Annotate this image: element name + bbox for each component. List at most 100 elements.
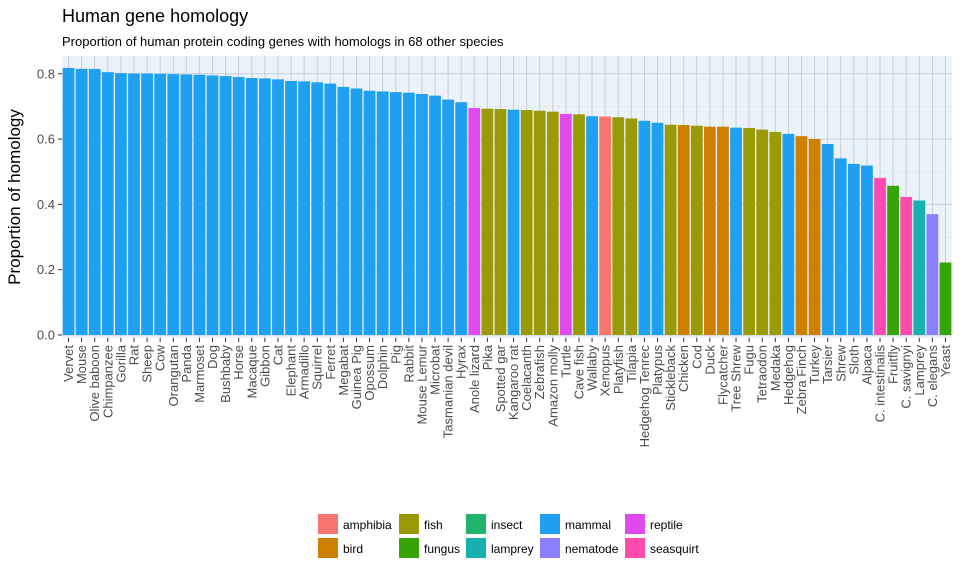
legend-label: reptile xyxy=(650,518,683,532)
bar xyxy=(743,127,756,335)
bar xyxy=(834,158,847,335)
bar xyxy=(664,124,677,335)
bar xyxy=(167,74,180,335)
bar xyxy=(520,110,533,335)
legend-label: mammal xyxy=(565,518,611,532)
bar xyxy=(913,200,926,335)
bar xyxy=(847,163,860,335)
legend-swatch xyxy=(466,538,486,558)
x-tick-label: Vervet xyxy=(61,345,76,382)
legend-label: lamprey xyxy=(491,542,534,556)
x-tick-label: Cod xyxy=(689,345,704,369)
x-tick-label: Anole lizard xyxy=(467,345,482,413)
bar xyxy=(468,108,481,336)
x-tick-label: Cat xyxy=(270,345,285,366)
bar xyxy=(245,78,258,335)
x-tick-label: Cave fish xyxy=(571,345,586,399)
x-tick-label: C. intestinalis xyxy=(873,345,888,423)
x-tick-label: Duck xyxy=(702,345,717,375)
bar xyxy=(808,139,821,335)
x-tick-label: Tree Shrew xyxy=(729,344,744,411)
bar xyxy=(62,67,75,335)
x-tick-label: Xenopus xyxy=(598,345,613,397)
x-tick-label: Microbat xyxy=(428,345,443,395)
legend-label: nematode xyxy=(565,542,619,556)
x-tick-label: Hyrax xyxy=(454,345,469,379)
bar xyxy=(612,117,625,335)
bar xyxy=(298,81,311,336)
x-tick-label: Guinea Pig xyxy=(349,345,364,409)
chart-subtitle: Proportion of human protein coding genes… xyxy=(62,34,504,49)
x-tick-label: Stickleback xyxy=(663,345,678,411)
x-tick-label: Cow xyxy=(153,344,168,371)
x-tick-label: Tarsier xyxy=(820,344,835,384)
bar xyxy=(101,72,114,335)
y-axis: 0.0 0.2 0.4 0.6 0.8 xyxy=(37,66,62,343)
bar xyxy=(481,108,494,335)
x-tick-label: Pig xyxy=(388,345,403,364)
bar xyxy=(180,74,193,336)
x-tick-label: Spotted gar xyxy=(493,344,508,412)
x-tick-label: Marmoset xyxy=(192,345,207,403)
bar xyxy=(887,185,899,335)
bar xyxy=(821,143,834,335)
x-tick-label: Lamprey xyxy=(912,345,927,396)
bar xyxy=(939,262,952,335)
bar xyxy=(690,125,703,335)
x-tick-label: Megabat xyxy=(336,345,351,396)
bar xyxy=(573,114,585,336)
x-tick-label: Tetraodon xyxy=(755,345,770,403)
bar xyxy=(638,120,651,336)
legend: amphibia bird fish fungus insect lamprey mamma… xyxy=(318,514,699,558)
x-tick-label: C. savignyi xyxy=(899,345,914,409)
bar xyxy=(795,136,808,335)
x-tick-label: Amazon molly xyxy=(545,345,560,427)
bar xyxy=(363,90,376,335)
bar xyxy=(560,113,572,336)
bar xyxy=(533,110,546,335)
bar xyxy=(651,122,664,335)
x-tick-label: Zebrafish xyxy=(532,345,547,399)
bar xyxy=(599,116,612,335)
bar xyxy=(232,77,245,335)
bar xyxy=(402,92,415,335)
bar xyxy=(376,91,389,335)
x-tick-label: Chicken xyxy=(676,345,691,392)
x-tick-label: Gorilla xyxy=(113,344,128,382)
legend-swatch xyxy=(399,538,419,558)
x-tick-label: Zebra Finch xyxy=(794,345,809,414)
bar xyxy=(389,92,402,335)
bar xyxy=(926,214,939,335)
bar xyxy=(311,82,324,336)
y-axis-label: Proportion of homology xyxy=(5,109,24,285)
bar xyxy=(141,73,153,335)
x-tick-label: Pika xyxy=(480,344,495,370)
x-tick-label: Bushbaby xyxy=(218,345,233,403)
bar xyxy=(900,196,913,335)
x-tick-label: Chimpanzee xyxy=(100,345,115,418)
legend-swatch xyxy=(399,514,419,534)
bar xyxy=(756,129,769,335)
bar xyxy=(546,111,559,335)
bar xyxy=(769,131,782,335)
bar xyxy=(272,79,284,335)
y-tick-label: 0.6 xyxy=(37,132,55,147)
bar xyxy=(494,109,507,335)
x-tick-label: Panda xyxy=(179,344,194,382)
x-tick-label: Dog xyxy=(205,345,220,369)
bar xyxy=(285,80,297,336)
bar xyxy=(455,102,468,335)
x-tick-label: Platyfish xyxy=(611,345,626,394)
x-tick-label: Hedgehog xyxy=(781,345,796,405)
x-tick-label: Gibbon xyxy=(257,345,272,387)
legend-swatch xyxy=(540,514,560,534)
x-tick-label: Alpaca xyxy=(859,344,874,385)
x-tick-label: Tilapia xyxy=(624,344,639,383)
bar xyxy=(442,99,454,335)
legend-label: seasquirt xyxy=(650,542,699,556)
bar xyxy=(193,74,206,336)
y-tick-label: 0.8 xyxy=(37,66,55,81)
legend-label: amphibia xyxy=(343,518,392,532)
legend-label: bird xyxy=(343,542,363,556)
